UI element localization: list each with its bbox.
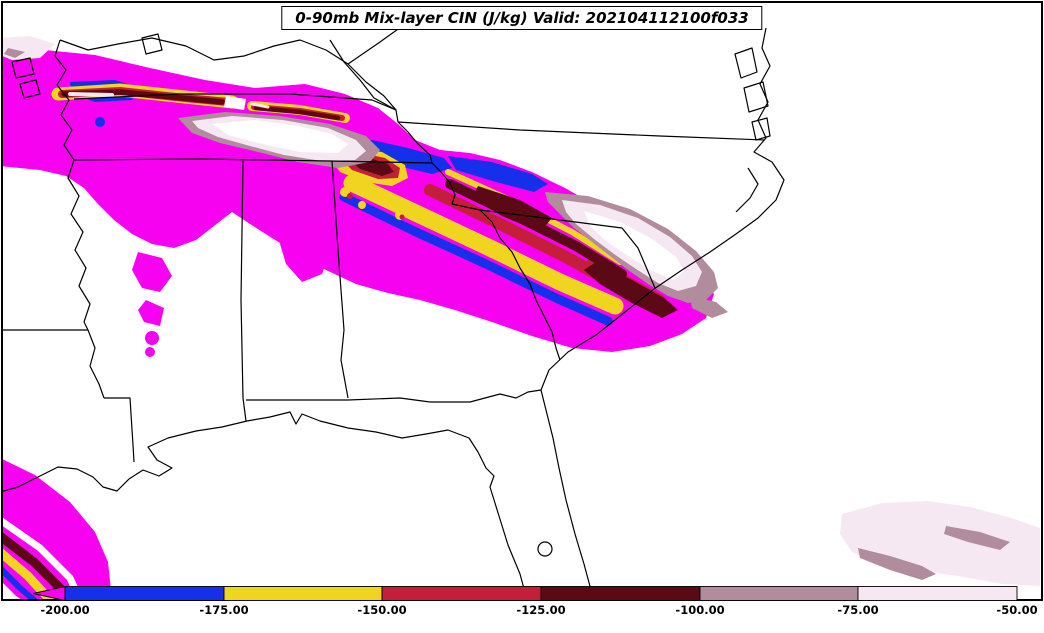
colorbar-segment-palepink (857, 586, 1018, 601)
colorbar-tick-label: -200.00 (40, 603, 90, 617)
lake-okeechobee (537, 541, 553, 557)
ga-sc-border (479, 209, 561, 361)
fl-north-border (246, 389, 542, 403)
ms-al-border (240, 160, 247, 422)
tn-south-border (72, 158, 433, 164)
colorbar-segment-crimson (381, 586, 542, 601)
pamlico-sound (735, 167, 759, 213)
ohio-river-ky-north (59, 37, 397, 111)
chesapeake-shapes (734, 47, 771, 141)
colorbar-segment-maroon (540, 586, 701, 601)
colorbar-tick-label: -175.00 (199, 603, 249, 617)
contour-band-palepink (68, 92, 270, 109)
gulf-coastline (2, 411, 528, 600)
colorbar-segment-yellow (223, 586, 383, 601)
contour-fill-white (2, 96, 684, 600)
atlantic-coastline (540, 27, 785, 600)
colorbar-tick-label: -100.00 (675, 603, 725, 617)
ky-tn-border (73, 93, 399, 123)
colorbar-tick-label: -75.00 (837, 603, 879, 617)
nc-sc-border (451, 203, 656, 289)
colorbar-tick-label: -150.00 (357, 603, 407, 617)
colorbar-segment-mauve (699, 586, 859, 601)
al-ga-border (331, 160, 349, 399)
state-and-coast-boundaries (2, 21, 785, 600)
va-nc-border (397, 121, 765, 141)
colorbar-tick-label: -50.00 (996, 603, 1038, 617)
small-lakes (11, 33, 163, 99)
colorbar-tick-label: -125.00 (516, 603, 566, 617)
map-plot-area (2, 21, 1040, 600)
colorbar (32, 585, 1018, 602)
colorbar-segment-blue (64, 586, 225, 601)
la-ms-border (104, 397, 135, 463)
plot-title: 0-90mb Mix-layer CIN (J/kg) Valid: 20210… (281, 6, 763, 30)
mississippi-river (54, 39, 105, 399)
contour-band-blue (2, 192, 613, 600)
